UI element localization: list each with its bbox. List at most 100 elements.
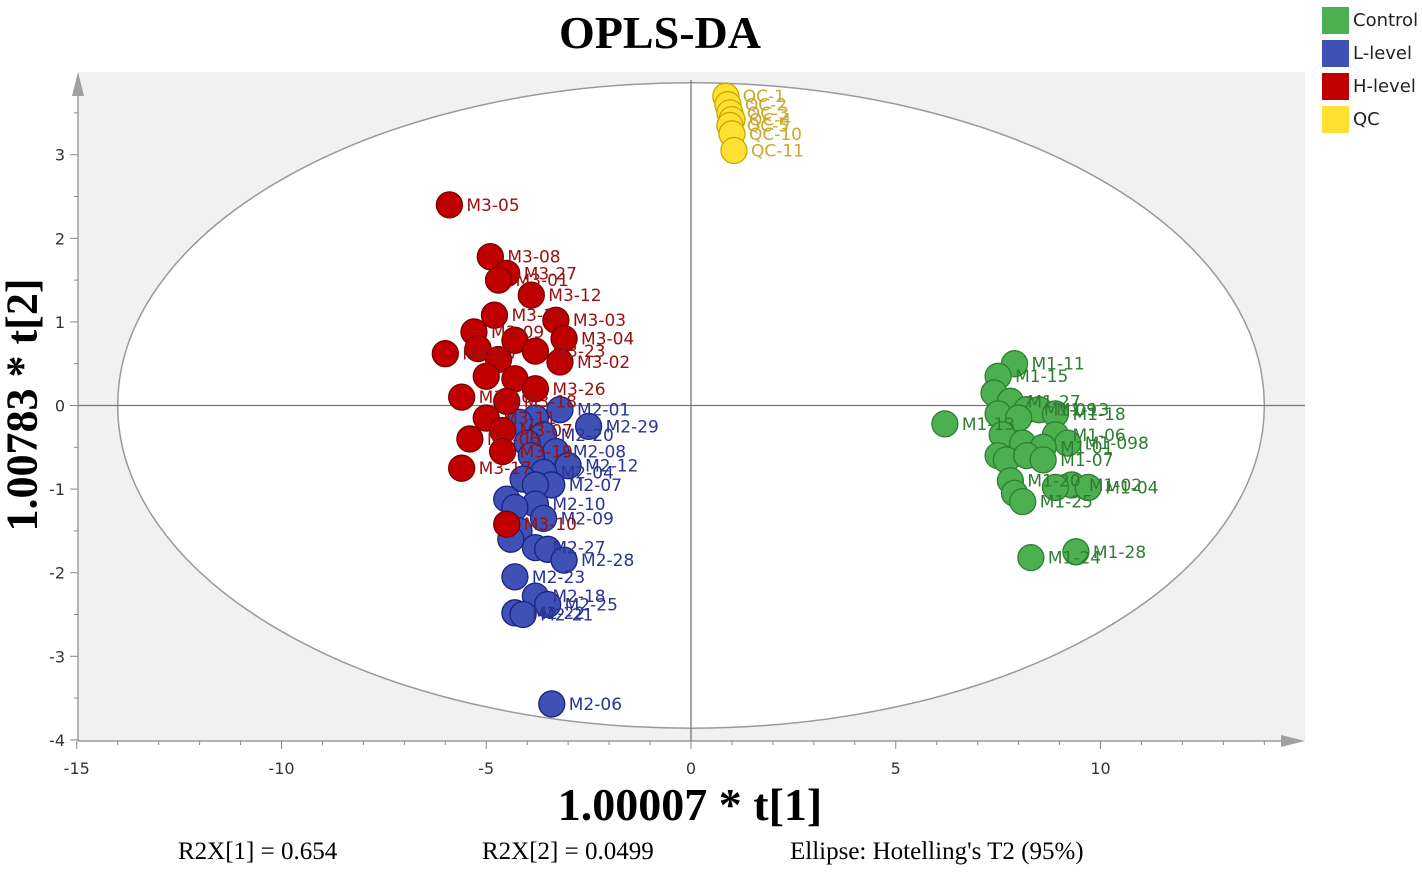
legend-label: QC (1353, 109, 1380, 130)
point-h-level (521, 337, 550, 365)
point-label-h-level: M3-09 (491, 323, 544, 343)
point-l-level (574, 412, 603, 441)
point-label-l-level: M2-04 (561, 463, 614, 483)
point-label-control: M1-02 (1089, 476, 1142, 496)
chart-title: OPLS-DA (559, 7, 761, 58)
point-label-control: M1-01 (1060, 438, 1113, 458)
point-label-h-level: M3-16 (479, 388, 532, 408)
y-axis-label: 1.00783 * t[2] (0, 278, 47, 532)
point-label-control: M1-13 (1056, 401, 1109, 421)
x-tick-label: -15 (64, 759, 90, 778)
y-tick-label: -2 (49, 564, 65, 583)
point-h-level (456, 425, 484, 453)
point-label-h-level: M3-27 (524, 264, 577, 284)
point-label-h-level: M3-06 (487, 430, 540, 450)
point-label-control: M1-18 (1072, 405, 1125, 425)
point-label-h-level: M3-13 (511, 306, 564, 326)
point-label-h-level: M3-19 (520, 442, 573, 462)
x-tick-label: 10 (1090, 759, 1110, 778)
point-label-h-level: M3-02 (577, 353, 630, 373)
point-control (1074, 473, 1102, 502)
y-tick-label: -1 (49, 480, 65, 499)
point-h-level (493, 387, 521, 415)
point-label-control: M1-09 (1044, 401, 1097, 421)
point-h-level (521, 375, 550, 403)
legend: Control L-level H-level QC (1322, 4, 1418, 136)
point-label-l-level: M2-07 (569, 476, 622, 496)
point-h-level (488, 437, 517, 466)
legend-swatch (1322, 7, 1349, 34)
point-label-control: M1-25 (1040, 493, 1093, 513)
point-label-control: M1-28 (1093, 543, 1146, 563)
ellipse-description: Ellipse: Hotelling's T2 (95%) (790, 838, 1084, 865)
x-tick-label: 0 (686, 759, 696, 778)
r2x-2-text: R2X[2] = 0.0499 (482, 838, 654, 865)
point-label-h-level: M3-04 (581, 330, 634, 350)
legend-item-l-level: L-level (1322, 37, 1418, 70)
legend-label: Control (1353, 10, 1419, 31)
point-h-level (546, 348, 574, 376)
legend-item-qc: QC (1322, 103, 1418, 136)
point-label-l-level: M2-09 (561, 509, 614, 529)
point-label-l-level: M2-01 (577, 401, 630, 421)
point-control (1009, 487, 1037, 516)
y-tick-label: 2 (55, 229, 65, 248)
point-l-level (529, 504, 558, 533)
point-label-h-level: M3-10 (524, 515, 577, 535)
point-label-control: M1-06 (1072, 426, 1125, 446)
point-label-control: M1-20 (1027, 472, 1080, 492)
point-control (1017, 544, 1045, 572)
point-label-h-level: M3-07 (520, 422, 573, 442)
legend-item-h-level: H-level (1322, 70, 1418, 103)
legend-item-control: Control (1322, 4, 1418, 37)
point-label-control: M1-04 (1105, 478, 1158, 498)
point-label-h-level: M3-18 (524, 392, 577, 412)
point-h-level (472, 362, 500, 390)
point-label-control: M1-13 (962, 415, 1015, 435)
x-axis-label: 1.00007 * t[1] (557, 779, 823, 830)
point-label-qc: QC-1 (743, 87, 785, 107)
legend-swatch (1322, 106, 1349, 133)
point-label-control: M1-07 (1060, 451, 1113, 471)
point-control (1041, 473, 1070, 502)
point-label-l-level: M2-29 (606, 417, 659, 437)
point-label-l-level: M2-10 (552, 495, 605, 515)
point-qc (720, 136, 748, 165)
point-label-l-level: M2-20 (561, 426, 614, 446)
point-label-l-level: M2-06 (569, 695, 622, 715)
legend-swatch (1322, 73, 1349, 100)
point-label-h-level: M3-08 (507, 248, 560, 268)
point-label-control: M1-15 (1015, 367, 1068, 387)
y-tick-label: 1 (55, 313, 65, 332)
point-label-h-level: M3-12 (548, 286, 601, 306)
x-tick-label: -10 (268, 759, 294, 778)
point-label-qc: QC-4 (749, 111, 791, 131)
legend-label: L-level (1353, 43, 1413, 64)
point-l-level (546, 396, 574, 424)
point-label-l-level: M2-18 (552, 587, 605, 607)
point-label-l-level: M2-21 (540, 606, 593, 626)
point-h-level (480, 301, 509, 329)
point-label-l-level: M2-08 (573, 442, 626, 462)
y-tick-label: 0 (55, 397, 65, 416)
point-label-l-level: M2-28 (581, 551, 634, 571)
x-tick-label: -5 (478, 759, 494, 778)
y-tick-label: -3 (49, 647, 65, 666)
point-l-level (509, 600, 537, 629)
point-h-level (435, 191, 464, 219)
point-label-l-level: M2-27 (552, 539, 605, 559)
point-label-h-level: M3-03 (573, 311, 626, 331)
point-label-h-level: M3-23 (552, 342, 605, 362)
point-label-control: M1-098 (1085, 434, 1149, 454)
point-label-control: M1-24 (1048, 549, 1101, 569)
point-h-level (448, 383, 476, 411)
point-label-h-level: M3-26 (552, 380, 605, 400)
point-label-l-level: M2-23 (532, 568, 585, 588)
x-tick-label: 5 (891, 759, 901, 778)
point-control (1029, 446, 1057, 474)
point-l-level (550, 546, 578, 574)
point-l-level (501, 563, 529, 591)
point-label-h-level: M3-01 (516, 271, 569, 291)
point-label-qc: QC-2 (745, 96, 787, 116)
